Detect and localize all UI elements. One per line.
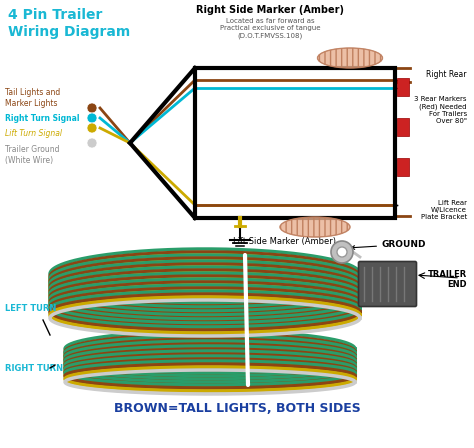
Circle shape: [337, 247, 347, 257]
Text: 4 Pin Trailer
Wiring Diagram: 4 Pin Trailer Wiring Diagram: [8, 8, 130, 39]
Text: Right Rear: Right Rear: [427, 70, 467, 79]
Circle shape: [331, 241, 353, 263]
Circle shape: [87, 123, 97, 133]
Text: Right Side Marker (Amber): Right Side Marker (Amber): [196, 5, 344, 15]
Text: TRAILER
END: TRAILER END: [428, 270, 467, 289]
Text: Lift Rear
W/Licence
Plate Bracket: Lift Rear W/Licence Plate Bracket: [421, 200, 467, 220]
Text: Lift Turn Signal: Lift Turn Signal: [5, 129, 62, 138]
Circle shape: [87, 113, 97, 123]
Text: LEFT TURN: LEFT TURN: [5, 303, 56, 313]
Ellipse shape: [318, 48, 383, 68]
Circle shape: [87, 138, 97, 148]
Text: Trailer Ground
(White Wire): Trailer Ground (White Wire): [5, 145, 60, 165]
Text: 3 Rear Markers
(Red) Needed
For Trailers
Over 80": 3 Rear Markers (Red) Needed For Trailers…: [414, 96, 467, 124]
Polygon shape: [397, 78, 409, 96]
Text: BROWN=TALL LIGHTS, BOTH SIDES: BROWN=TALL LIGHTS, BOTH SIDES: [114, 401, 360, 414]
Polygon shape: [397, 118, 409, 136]
Ellipse shape: [280, 217, 350, 237]
Text: GROUND: GROUND: [351, 240, 427, 250]
Circle shape: [87, 103, 97, 113]
Text: Lift Side Marker (Amber): Lift Side Marker (Amber): [234, 237, 337, 246]
FancyBboxPatch shape: [358, 262, 417, 306]
Text: RIGHT TURN: RIGHT TURN: [5, 363, 63, 372]
Text: Tail Lights and
Marker Lights: Tail Lights and Marker Lights: [5, 88, 60, 108]
Polygon shape: [0, 240, 474, 395]
Text: Located as far forward as
Practical exclusive of tangue
(D.O.T.FMVSS.108): Located as far forward as Practical excl…: [220, 18, 320, 39]
Polygon shape: [397, 158, 409, 176]
Text: Right Turn Signal: Right Turn Signal: [5, 113, 80, 122]
